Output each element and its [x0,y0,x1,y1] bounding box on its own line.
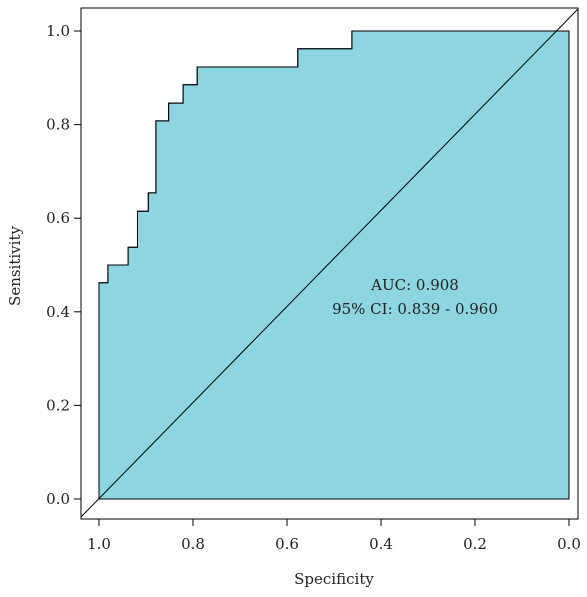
roc-area [98,30,570,500]
x-tick-label-1: 0.8 [181,535,205,553]
y-tick-label-4: 0.8 [46,116,70,134]
roc-curve [98,30,569,499]
auc-annotation: AUC: 0.908 [370,276,459,294]
x-tick-label-3: 0.4 [369,535,393,553]
x-tick-label-2: 0.6 [275,535,299,553]
y-axis-title: Sensitivity [6,226,24,306]
y-tick-label-3: 0.6 [46,209,70,227]
ci-annotation: 95% CI: 0.839 - 0.960 [332,300,498,318]
plot-frame [80,7,579,520]
x-tick-label-5: 0.0 [557,535,581,553]
axes [74,7,579,526]
y-tick-label-0: 0.0 [46,490,70,508]
plot-area [80,8,579,518]
x-tick-label-0: 1.0 [87,535,111,553]
y-tick-label-1: 0.2 [46,396,70,414]
reference-line [80,8,579,518]
labels: Specificity Sensitivity AUC: 0.908 95% C… [6,22,581,588]
x-tick-label-4: 0.2 [463,535,487,553]
y-tick-label-2: 0.4 [46,303,70,321]
x-axis-title: Specificity [294,570,374,588]
y-tick-label-5: 1.0 [46,22,70,40]
